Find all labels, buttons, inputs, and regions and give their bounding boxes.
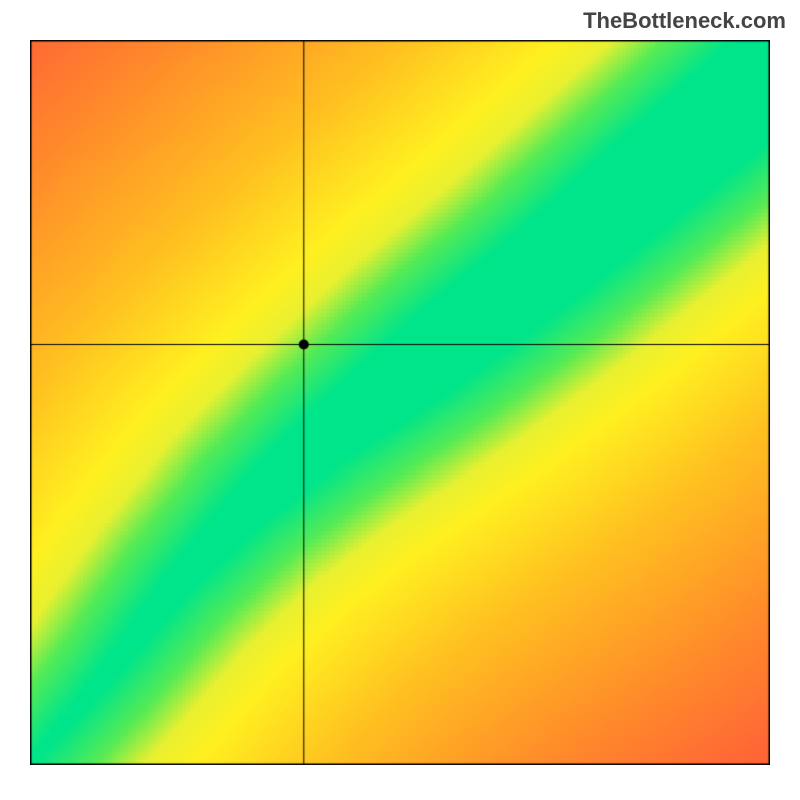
heatmap-canvas bbox=[30, 40, 770, 765]
watermark-text: TheBottleneck.com bbox=[583, 8, 786, 34]
heatmap-plot bbox=[30, 40, 770, 765]
